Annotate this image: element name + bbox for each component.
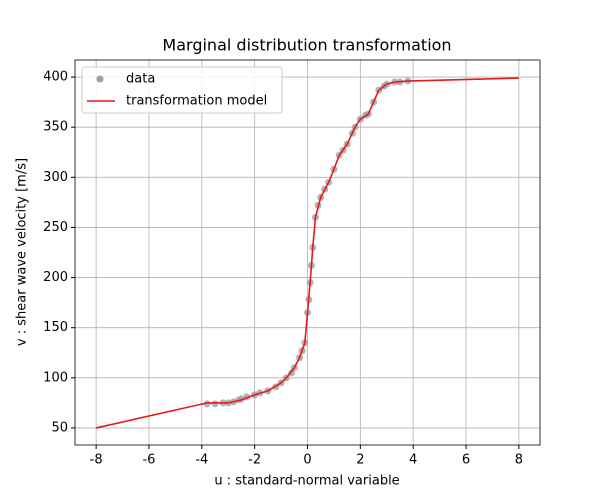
- x-tick-label: -8: [90, 453, 103, 468]
- plot-frame: [74, 59, 541, 446]
- y-tick-label: 200: [43, 270, 68, 285]
- legend-marker: [96, 75, 104, 83]
- x-tick-label: 0: [303, 453, 311, 468]
- chart-title: Marginal distribution transformation: [162, 36, 451, 55]
- y-tick-label: 400: [43, 70, 68, 85]
- y-tick-label: 150: [43, 320, 68, 335]
- y-tick-label: 350: [43, 120, 68, 135]
- data-point: [211, 400, 219, 408]
- x-tick-label: 4: [409, 453, 417, 468]
- y-tick-label: 300: [43, 170, 68, 185]
- legend-box: [81, 66, 283, 114]
- series-line: [95, 77, 519, 429]
- x-tick-label: -4: [195, 453, 208, 468]
- x-tick-label: -6: [142, 453, 155, 468]
- legend-label: transformation model: [126, 94, 267, 109]
- y-tick-label: 100: [43, 370, 68, 385]
- x-axis-label: u : standard-normal variable: [214, 474, 399, 489]
- y-tick-label: 50: [51, 420, 68, 435]
- y-axis-label: v : shear wave velocity [m/s]: [15, 158, 30, 346]
- x-tick-label: -2: [248, 453, 261, 468]
- x-tick-label: 8: [515, 453, 523, 468]
- legend-label: data: [126, 72, 155, 87]
- x-tick-label: 6: [462, 453, 470, 468]
- y-tick-label: 250: [43, 220, 68, 235]
- x-tick-label: 2: [356, 453, 364, 468]
